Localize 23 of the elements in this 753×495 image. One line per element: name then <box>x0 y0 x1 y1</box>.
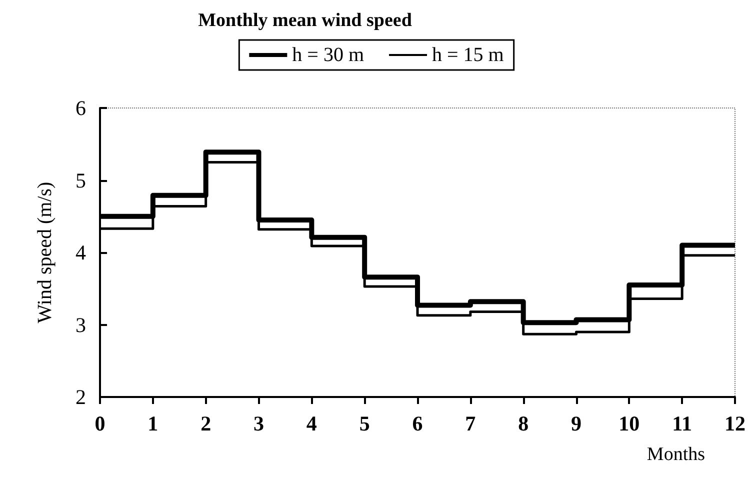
x-tick-label: 1 <box>148 412 158 436</box>
x-tick-label: 7 <box>465 412 476 436</box>
y-tick-label: 2 <box>76 385 86 409</box>
x-tick-label: 8 <box>518 412 529 436</box>
x-tick-label: 9 <box>571 412 582 436</box>
x-axis-title: Months <box>646 444 705 465</box>
chart-title: Monthly mean wind speed <box>198 10 412 31</box>
x-tick-label: 6 <box>412 412 423 436</box>
x-tick-label: 5 <box>359 412 370 436</box>
x-tick-label: 0 <box>94 412 106 436</box>
x-tick-label: 12 <box>724 412 746 436</box>
y-tick-label: 3 <box>76 312 86 337</box>
x-tick-label: 2 <box>200 412 212 436</box>
legend-label: h = 30 m <box>292 44 364 66</box>
x-tick-label: 10 <box>618 412 640 436</box>
legend-label: h = 15 m <box>432 44 504 66</box>
y-tick-label: 6 <box>76 96 86 120</box>
y-tick-label: 4 <box>76 240 86 264</box>
x-tick-label: 3 <box>254 412 264 436</box>
x-tick-label: 11 <box>672 412 692 436</box>
y-tick-label: 5 <box>76 168 86 192</box>
x-tick-label: 4 <box>306 412 318 436</box>
y-axis-title: Wind speed (m/s) <box>34 182 56 324</box>
